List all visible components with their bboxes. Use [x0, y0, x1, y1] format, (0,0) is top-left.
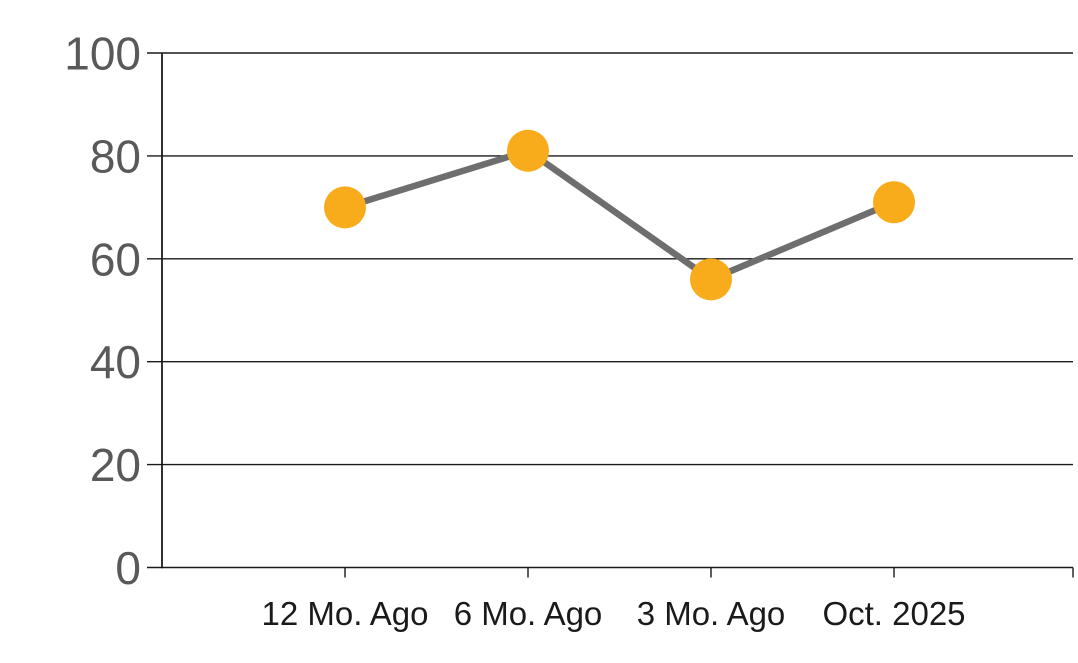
data-point-marker [873, 181, 915, 224]
y-tick-label: 0 [115, 542, 141, 594]
y-tick-label: 20 [90, 439, 141, 491]
y-tick-label: 60 [90, 233, 141, 285]
data-point-marker [690, 258, 732, 301]
x-category-label: 12 Mo. Ago [262, 595, 429, 632]
x-category-label: 6 Mo. Ago [454, 595, 603, 632]
data-point-marker [324, 186, 366, 229]
x-category-label: 3 Mo. Ago [637, 595, 786, 632]
y-tick-label: 100 [64, 28, 141, 80]
y-tick-label: 40 [90, 336, 141, 388]
x-category-label: Oct. 2025 [822, 595, 965, 632]
data-point-marker [507, 129, 549, 172]
y-tick-label: 80 [90, 130, 141, 182]
series-line [344, 147, 896, 284]
